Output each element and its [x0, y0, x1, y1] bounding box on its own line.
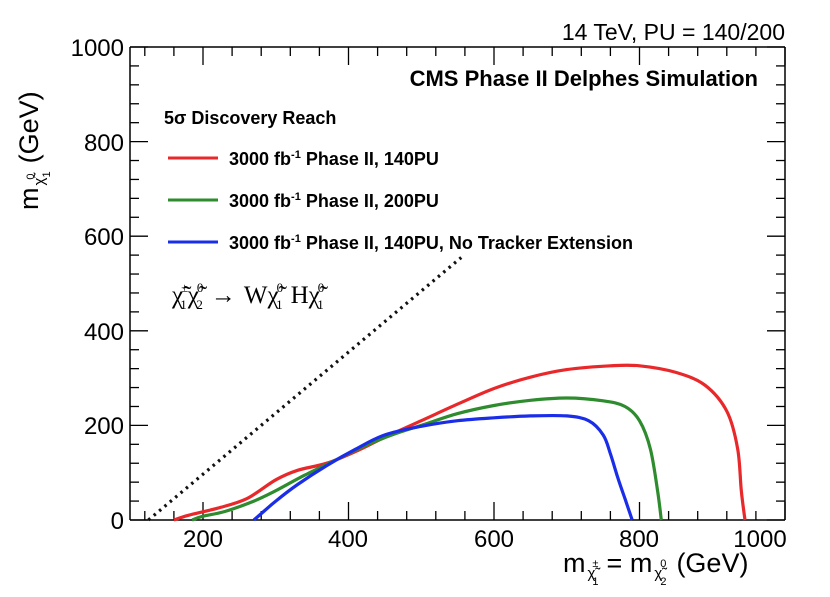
x-axis-chi2-sup: 0: [660, 558, 666, 570]
y-tick-label: 800: [84, 130, 124, 157]
legend-entry-200pu-sup: -1: [291, 191, 301, 203]
series-line-140pu: [173, 363, 747, 522]
x-axis-unit: (GeV): [676, 548, 748, 578]
process-arrow: →: [211, 282, 236, 309]
energy-label: 14 TeV, PU = 140/200: [562, 19, 785, 45]
series-line-no-tracker: [252, 413, 634, 522]
legend-entry-140pu: 3000 fb-1 Phase II, 140PU: [229, 149, 439, 169]
process-h-chi-sup: 0: [318, 280, 325, 295]
x-axis-chi1-idx: 1: [592, 576, 598, 588]
x-tick-label: 1000: [733, 526, 786, 553]
experiment-label: CMS Phase II Delphes Simulation: [410, 66, 758, 91]
x-axis-title: m χ̃± 1= m χ̃0 2(GeV): [563, 548, 748, 588]
process-w-chi-sub: 1: [276, 297, 283, 312]
process-w: W: [244, 282, 268, 309]
kinematic-limit-diagonal: [147, 256, 463, 522]
y-axis-chi-idx: 1: [41, 171, 53, 177]
legend-entry-200pu-rest: Phase II, 200PU: [301, 191, 439, 211]
process-label: χ̃± 1χ̃0 2 → Wχ̃0 1 Hχ̃0 1: [171, 280, 329, 312]
y-tick-label: 1000: [71, 35, 124, 62]
y-axis-title: mχ̃0 1(GeV): [14, 91, 53, 210]
legend-entry-no-tracker-main: 3000 fb: [229, 233, 291, 253]
x-tick-label: 200: [183, 526, 223, 553]
legend-entry-140pu-sup: -1: [291, 149, 301, 161]
series-layer: [173, 363, 747, 522]
process-chi2-sub: 2: [196, 297, 203, 312]
process-chi1-sub: 1: [180, 297, 187, 312]
process-h-chi-sub: 1: [317, 297, 324, 312]
y-tick-labels: 0 200 400 600 800 1000: [71, 35, 124, 535]
y-tick-label: 200: [84, 413, 124, 440]
diagonal-layer: [147, 256, 463, 522]
x-axis-chi2-idx: 2: [660, 576, 666, 588]
x-axis-m1: m: [563, 548, 586, 578]
legend-entry-200pu-main: 3000 fb: [229, 191, 291, 211]
x-tick-label: 400: [328, 526, 368, 553]
x-tick-label: 600: [474, 526, 514, 553]
process-chi1-sup: ±: [181, 280, 188, 295]
legend-title: 5σ Discovery Reach: [164, 108, 336, 128]
legend: 5σ Discovery Reach 3000 fb-1 Phase II, 1…: [164, 108, 633, 253]
y-tick-label: 600: [84, 224, 124, 251]
x-axis-chi1-sup: ±: [592, 558, 598, 570]
process-h: H: [291, 282, 309, 309]
plot-frame: [129, 46, 786, 521]
legend-entry-200pu: 3000 fb-1 Phase II, 200PU: [229, 191, 439, 211]
y-tick-label: 0: [111, 508, 124, 535]
legend-entry-no-tracker-rest: Phase II, 140PU, No Tracker Extension: [301, 233, 633, 253]
x-axis-eq: = m: [607, 548, 653, 578]
legend-entry-no-tracker-sup: -1: [291, 233, 301, 245]
y-axis-unit: (GeV): [14, 91, 44, 163]
process-w-chi-sup: 0: [277, 280, 284, 295]
y-axis-m: m: [14, 188, 44, 211]
x-tick-labels: 200 400 600 800 1000: [183, 526, 787, 553]
legend-entry-no-tracker: 3000 fb-1 Phase II, 140PU, No Tracker Ex…: [229, 233, 633, 253]
legend-entry-140pu-rest: Phase II, 140PU: [301, 149, 439, 169]
series-line-200pu: [191, 396, 663, 522]
process-chi2-sup: 0: [197, 280, 204, 295]
y-tick-label: 400: [84, 319, 124, 346]
x-tick-label: 800: [619, 526, 659, 553]
svg-text:mχ̃01(GeV): mχ̃0 1(GeV): [14, 91, 53, 210]
svg-text:mχ̃±1= mχ̃02(GeV): m χ̃± 1= m χ̃0 2(GeV): [563, 548, 748, 588]
legend-entry-140pu-main: 3000 fb: [229, 149, 291, 169]
y-axis-chi-sup: 0: [25, 174, 37, 180]
